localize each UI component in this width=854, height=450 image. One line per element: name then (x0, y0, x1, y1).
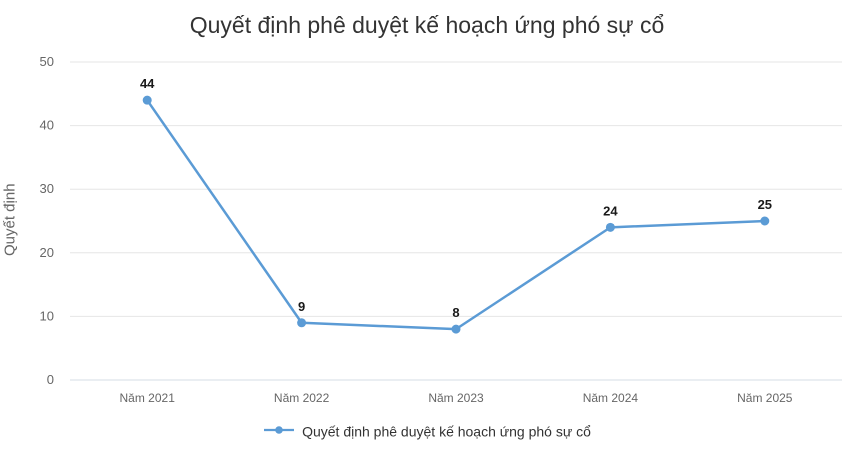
svg-text:9: 9 (298, 299, 305, 314)
svg-text:Năm 2023: Năm 2023 (428, 391, 484, 405)
svg-text:0: 0 (47, 372, 54, 387)
svg-text:44: 44 (140, 76, 155, 91)
svg-text:Năm 2024: Năm 2024 (583, 391, 639, 405)
svg-text:40: 40 (40, 118, 54, 133)
svg-text:Năm 2021: Năm 2021 (120, 391, 176, 405)
svg-text:20: 20 (40, 245, 54, 260)
svg-text:24: 24 (603, 203, 618, 218)
svg-text:Năm 2025: Năm 2025 (737, 391, 793, 405)
svg-text:8: 8 (452, 305, 459, 320)
svg-text:30: 30 (40, 181, 54, 196)
svg-text:25: 25 (758, 197, 772, 212)
svg-text:50: 50 (40, 54, 54, 69)
svg-text:10: 10 (40, 308, 54, 323)
svg-text:Năm 2022: Năm 2022 (274, 391, 330, 405)
